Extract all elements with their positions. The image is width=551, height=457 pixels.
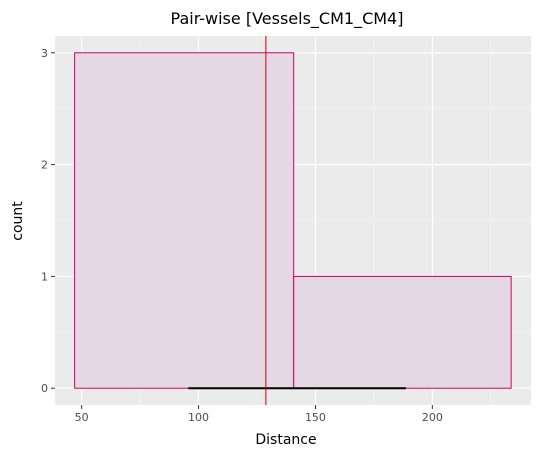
y-tick-label: 1 — [41, 270, 48, 283]
x-tick-label: 100 — [188, 411, 209, 424]
y-tick-label: 0 — [41, 382, 48, 395]
x-axis-label: Distance — [255, 432, 316, 448]
x-tick-label: 200 — [422, 411, 443, 424]
y-axis-ticks: 0 1 2 3 — [41, 47, 55, 395]
x-tick-label: 150 — [305, 411, 326, 424]
y-tick-label: 2 — [41, 159, 48, 172]
overlays — [188, 36, 406, 405]
histogram-bar-2 — [293, 275, 512, 389]
y-tick-label: 3 — [41, 47, 48, 60]
chart-title: Pair-wise [Vessels_CM1_CM4] — [171, 9, 404, 29]
y-axis-label: count — [10, 201, 26, 241]
x-tick-label: 50 — [75, 411, 89, 424]
histogram-bar-1 — [74, 52, 295, 389]
bars — [74, 52, 512, 389]
x-axis-ticks: 50 100 150 200 — [75, 405, 443, 424]
